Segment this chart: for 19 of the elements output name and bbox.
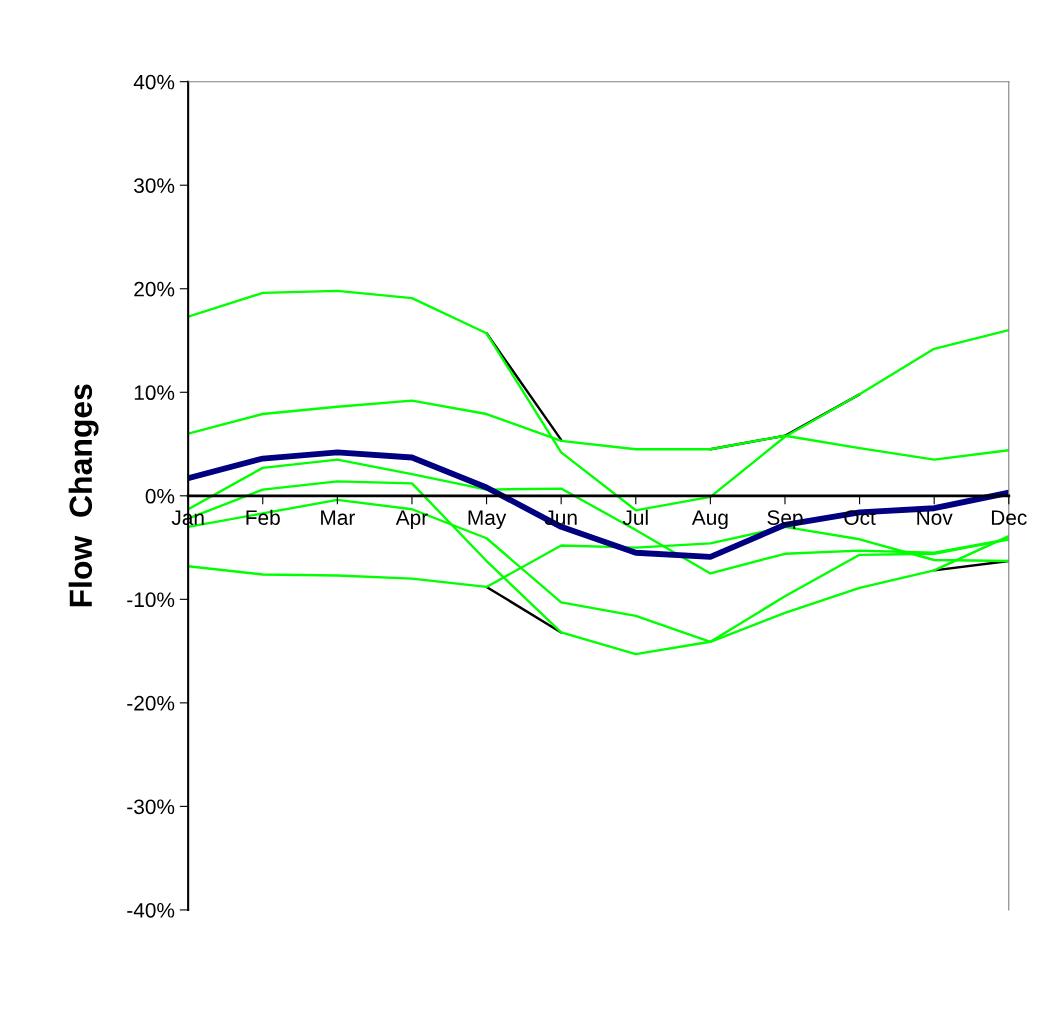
x-tick-label: Jul — [622, 509, 648, 525]
x-tick-label: Feb — [246, 509, 280, 525]
y-tick-label: -20% — [127, 695, 175, 711]
x-tick-label: Aug — [691, 510, 728, 530]
y-axis-title: Flow Changes — [68, 384, 99, 607]
y-tick-label: -30% — [127, 799, 175, 815]
y-tick-label: -10% — [127, 592, 175, 608]
y-tick-label: 30% — [134, 178, 175, 193]
y-tick-label: 0% — [145, 488, 175, 504]
y-tick-label: -40% — [127, 902, 175, 918]
y-tick-label: 10% — [134, 385, 175, 401]
x-tick-label: Apr — [395, 510, 428, 530]
x-tick-label: Nov — [917, 510, 953, 525]
x-tick-label: Mar — [321, 510, 355, 525]
x-tick-label: Dec — [991, 510, 1027, 525]
x-tick-label: Jun — [544, 510, 577, 525]
y-tick-label: 20% — [134, 281, 175, 297]
x-tick-label: May — [468, 510, 507, 530]
y-tick-label: 40% — [133, 74, 175, 90]
